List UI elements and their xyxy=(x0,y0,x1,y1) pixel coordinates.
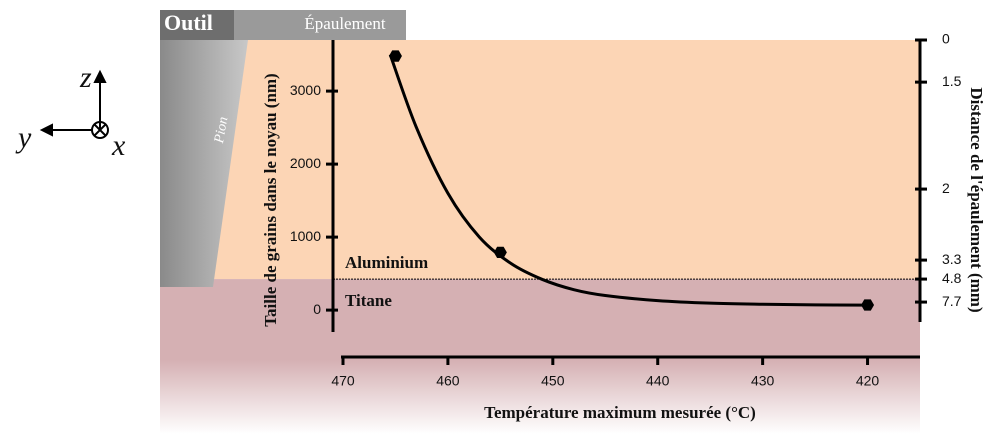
x-tick-label: 430 xyxy=(751,373,775,389)
x-tick-label: 450 xyxy=(541,373,565,389)
y2-tick-label: 3.3 xyxy=(942,251,962,267)
x-axis-title: Température maximum mesurée (°C) xyxy=(484,403,756,422)
titane-label: Titane xyxy=(345,291,392,310)
z-label: z xyxy=(79,61,92,94)
x-label: x xyxy=(111,129,126,162)
x-tick-label: 470 xyxy=(331,373,355,389)
y-axis-title: Taille de grains dans le noyau (nm) xyxy=(261,73,280,326)
titane-fade xyxy=(160,360,920,434)
x-tick-label: 460 xyxy=(436,373,460,389)
tool-head xyxy=(160,10,234,40)
y2-axis-title: Distance de l'épaulement (mm) xyxy=(967,87,986,312)
aluminium-region xyxy=(160,40,920,280)
y-tick-label: 3000 xyxy=(290,82,321,98)
pin-label: Pion xyxy=(212,116,232,146)
y2-tick-label: 1.5 xyxy=(942,73,962,89)
tool-label: Outil xyxy=(164,10,213,35)
y-tick-label: 0 xyxy=(313,301,321,317)
y2-tick-label: 4.8 xyxy=(942,270,962,286)
y-label: y xyxy=(15,121,32,154)
x-tick-label: 440 xyxy=(646,373,670,389)
y2-tick-label: 2 xyxy=(942,180,950,196)
tool-pin xyxy=(160,40,248,287)
y-tick-label: 1000 xyxy=(290,228,321,244)
y2-tick-label: 0 xyxy=(942,31,950,47)
titane-region xyxy=(160,279,920,360)
fit-curve xyxy=(388,54,868,307)
y2-tick-label: 7.7 xyxy=(942,293,962,309)
aluminium-label: Aluminium xyxy=(345,253,428,272)
y-tick-label: 2000 xyxy=(290,155,321,171)
shoulder-label: Épaulement xyxy=(304,14,385,33)
x-tick-label: 420 xyxy=(856,373,880,389)
shoulder xyxy=(234,10,406,40)
axes-glyph xyxy=(39,69,109,139)
